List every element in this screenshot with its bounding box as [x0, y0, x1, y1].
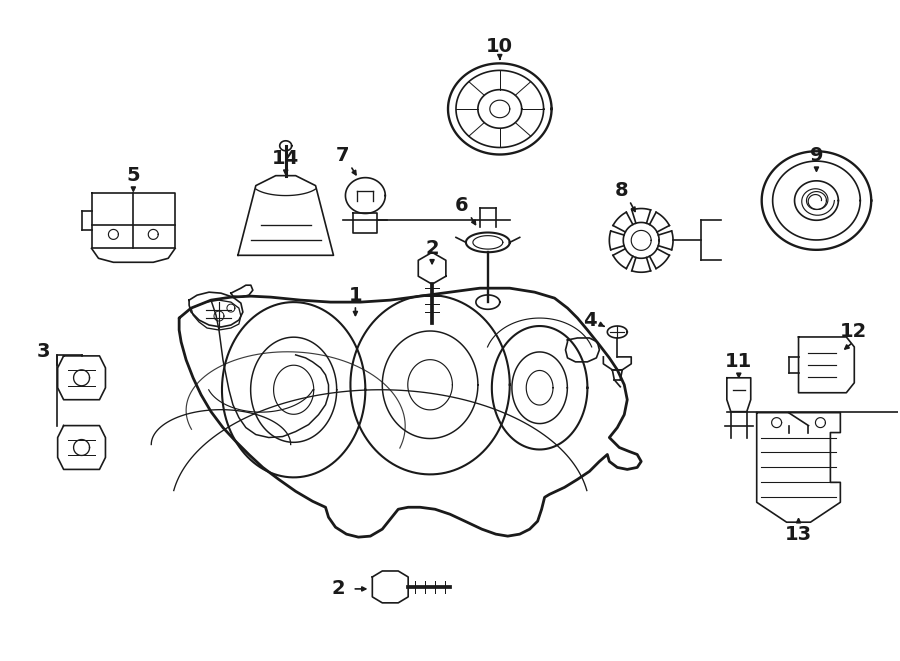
Text: 6: 6 — [455, 196, 469, 215]
Text: 1: 1 — [348, 286, 362, 305]
Text: 12: 12 — [840, 323, 867, 342]
Text: 5: 5 — [127, 166, 140, 185]
Text: 13: 13 — [785, 525, 812, 543]
Text: 4: 4 — [582, 311, 596, 330]
Text: 3: 3 — [37, 342, 50, 362]
Text: 14: 14 — [272, 149, 300, 169]
Text: 9: 9 — [810, 146, 824, 165]
Text: 8: 8 — [615, 181, 628, 200]
Text: 2: 2 — [332, 580, 346, 598]
Text: 2: 2 — [426, 239, 439, 258]
Text: 10: 10 — [486, 37, 513, 56]
Text: 7: 7 — [336, 146, 349, 165]
Text: 11: 11 — [725, 352, 752, 371]
